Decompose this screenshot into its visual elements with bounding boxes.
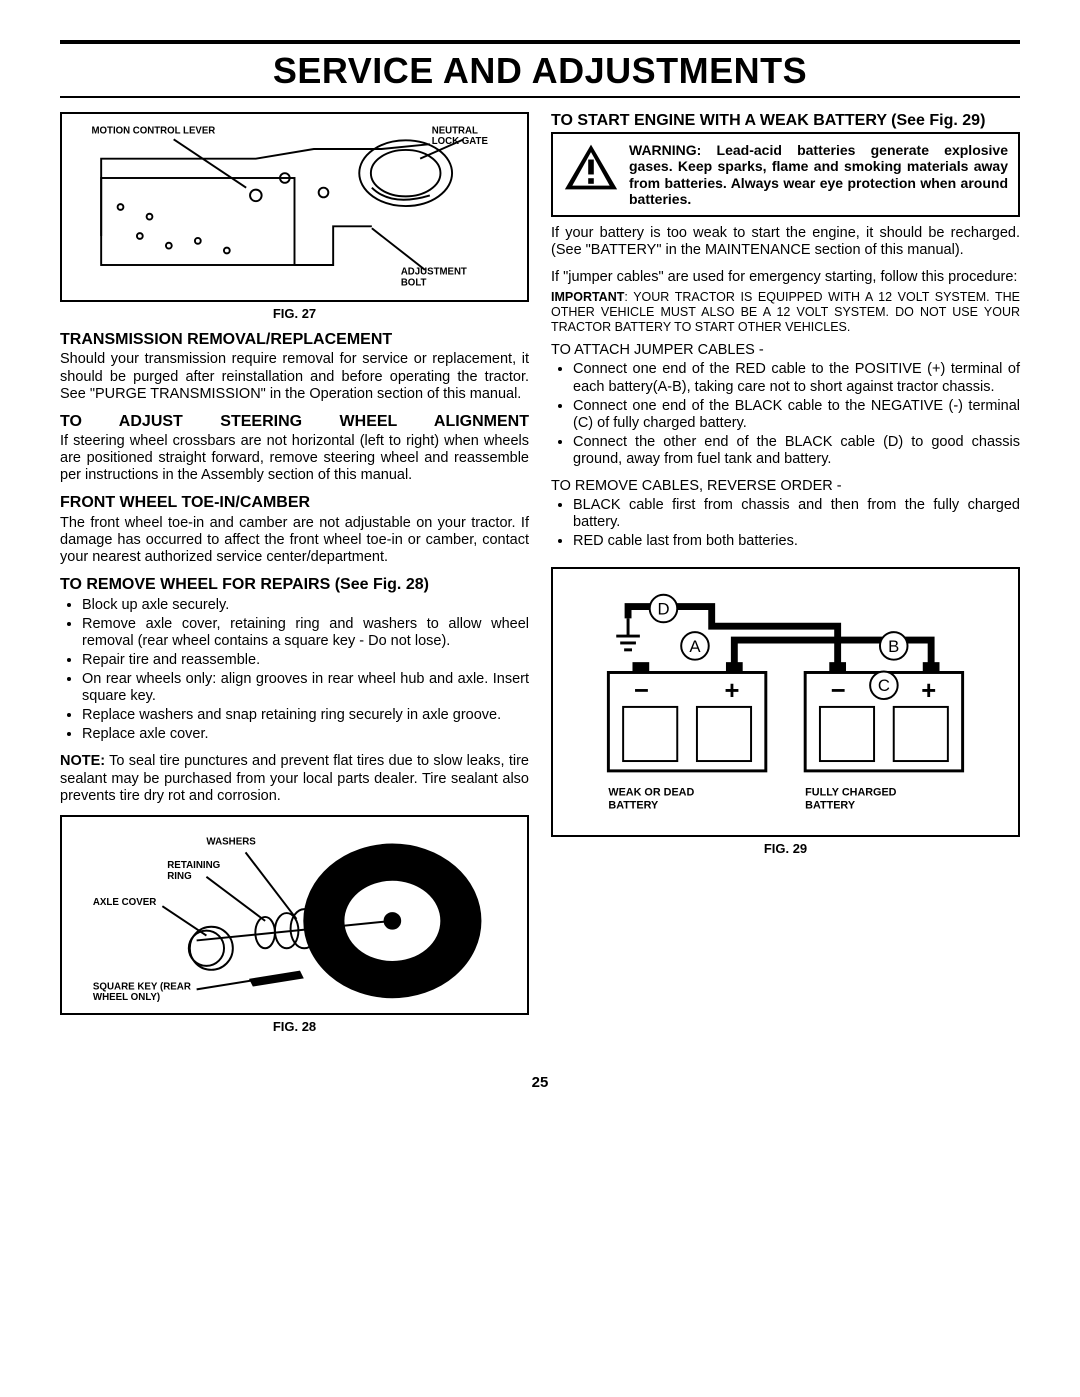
para-steering: If steering wheel crossbars are not hori…	[60, 433, 529, 484]
list-removewheel: Block up axle securely. Remove axle cove…	[60, 597, 529, 744]
fig28-label-washers: WASHERS	[206, 836, 256, 847]
heading-transmission: TRANSMISSION REMOVAL/REPLACEMENT	[60, 331, 529, 349]
fig28-label-key-1: SQUARE KEY (REAR	[93, 981, 191, 992]
figure-29-box: − + − +	[551, 567, 1020, 837]
fig29-c: C	[878, 676, 890, 695]
attach-heading: TO ATTACH JUMPER CABLES -	[551, 342, 1020, 359]
warning-box: WARNING: Lead-acid batteries generate ex…	[551, 132, 1020, 216]
para-jumper: If "jumper cables" are used for emergenc…	[551, 269, 1020, 286]
fig29-weak-1: WEAK OR DEAD	[608, 786, 694, 798]
figure-27-caption: FIG. 27	[60, 306, 529, 321]
figure-28-caption: FIG. 28	[60, 1019, 529, 1034]
right-column: TO START ENGINE WITH A WEAK BATTERY (See…	[551, 112, 1020, 1044]
fig29-b: B	[888, 636, 899, 655]
fig28-label-ring-1: RETAINING	[167, 860, 220, 871]
figure-27-box: MOTION CONTROL LEVER NEUTRAL LOCK GATE A…	[60, 112, 529, 302]
svg-text:−: −	[634, 677, 649, 705]
list-item: Connect the other end of the BLACK cable…	[573, 434, 1020, 468]
page-title: SERVICE AND ADJUSTMENTS	[60, 50, 1020, 92]
svg-text:+: +	[921, 677, 936, 705]
svg-text:+: +	[724, 677, 739, 705]
warning-text: WARNING: Lead-acid batteries generate ex…	[629, 142, 1008, 206]
figure-29-svg: − + − +	[563, 579, 1008, 825]
important-note: IMPORTANT: YOUR TRACTOR IS EQUIPPED WITH…	[551, 290, 1020, 334]
warning-label: WARNING	[629, 142, 697, 158]
list-item: Connect one end of the BLACK cable to th…	[573, 398, 1020, 432]
svg-text:−: −	[831, 677, 846, 705]
page-number: 25	[60, 1074, 1020, 1091]
list-item: BLACK cable first from chassis and then …	[573, 497, 1020, 531]
fig28-label-cover: AXLE COVER	[93, 897, 156, 908]
fig29-full-1: FULLY CHARGED	[805, 786, 897, 798]
fig27-label-adjust-2: BOLT	[401, 277, 427, 288]
list-item: Remove axle cover, retaining ring and wa…	[82, 616, 529, 650]
warning-icon	[563, 142, 619, 192]
fig29-weak-2: BATTERY	[608, 799, 659, 811]
list-item: Repair tire and reassemble.	[82, 652, 529, 669]
figure-27-svg: MOTION CONTROL LEVER NEUTRAL LOCK GATE A…	[70, 120, 519, 294]
para-recharge: If your battery is too weak to start the…	[551, 225, 1020, 259]
list-item: Connect one end of the RED cable to the …	[573, 361, 1020, 395]
list-item: On rear wheels only: align grooves in re…	[82, 671, 529, 705]
heading-toein: FRONT WHEEL TOE-IN/CAMBER	[60, 494, 529, 512]
note-text: To seal tire punctures and prevent flat …	[60, 753, 529, 803]
para-transmission: Should your transmission require removal…	[60, 351, 529, 402]
para-toein: The front wheel toe-in and camber are no…	[60, 515, 529, 566]
fig29-full-2: BATTERY	[805, 799, 856, 811]
important-label: IMPORTANT	[551, 290, 624, 304]
left-column: MOTION CONTROL LEVER NEUTRAL LOCK GATE A…	[60, 112, 529, 1044]
note-label: NOTE:	[60, 753, 105, 769]
fig28-label-key-2: WHEEL ONLY)	[93, 992, 160, 1003]
fig29-a: A	[689, 636, 701, 655]
figure-29-caption: FIG. 29	[551, 841, 1020, 856]
fig27-label-adjust-1: ADJUSTMENT	[401, 267, 467, 278]
list-item: Replace axle cover.	[82, 726, 529, 743]
attach-list: Connect one end of the RED cable to the …	[551, 361, 1020, 468]
heading-removewheel: TO REMOVE WHEEL FOR REPAIRS (See Fig. 28…	[60, 576, 529, 594]
note-removewheel: NOTE: To seal tire punctures and prevent…	[60, 753, 529, 804]
list-item: RED cable last from both batteries.	[573, 533, 1020, 550]
two-column-layout: MOTION CONTROL LEVER NEUTRAL LOCK GATE A…	[60, 112, 1020, 1044]
fig27-label-neutral-2: LOCK GATE	[432, 136, 489, 147]
fig27-label-motion: MOTION CONTROL LEVER	[92, 126, 216, 137]
rule-under-title	[60, 96, 1020, 98]
list-item: Block up axle securely.	[82, 597, 529, 614]
figure-28-svg: WASHERS RETAINING RING AXLE COVER SQUARE…	[70, 823, 519, 1007]
fig27-label-neutral-1: NEUTRAL	[432, 126, 478, 137]
figure-28-box: WASHERS RETAINING RING AXLE COVER SQUARE…	[60, 815, 529, 1015]
heading-weakbattery: TO START ENGINE WITH A WEAK BATTERY (See…	[551, 112, 1020, 130]
rule-top	[60, 40, 1020, 44]
remove-heading: TO REMOVE CABLES, REVERSE ORDER -	[551, 478, 1020, 495]
fig28-label-ring-2: RING	[167, 871, 191, 882]
list-item: Replace washers and snap retaining ring …	[82, 707, 529, 724]
heading-steering: TO ADJUST STEERING WHEEL ALIGNMENT	[60, 413, 529, 431]
fig29-d: D	[657, 599, 669, 618]
remove-list: BLACK cable first from chassis and then …	[551, 497, 1020, 550]
